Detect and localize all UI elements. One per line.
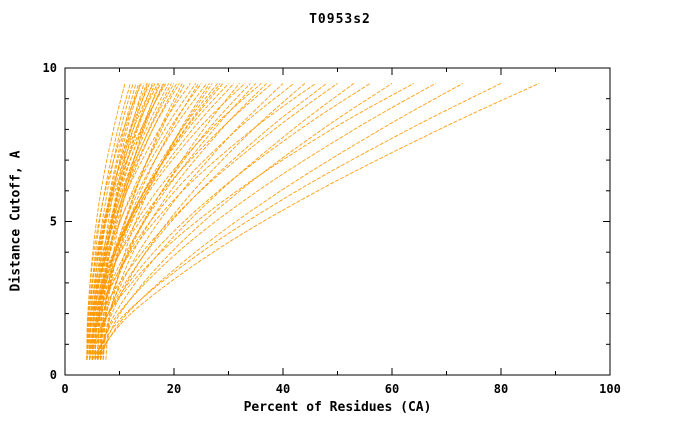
plot-border [64,67,611,376]
x-tick-label: 60 [385,382,399,396]
model-curve [91,83,134,360]
y-tick-label: 10 [43,61,57,75]
model-curve [94,83,229,360]
model-curve [99,83,199,360]
y-tick-label: 0 [50,368,57,382]
model-curve [99,83,186,360]
model-curve [99,83,149,360]
model-curve [105,83,210,360]
model-curve [99,83,218,360]
model-curve [97,83,208,360]
model-curve [89,83,167,360]
model-curve [86,83,159,360]
model-curve [91,83,180,360]
x-axis-label: Percent of Residues (CA) [243,400,432,415]
model-curve [94,83,436,360]
model-curve [86,83,338,360]
model-curve [97,83,464,360]
y-tick-label: 5 [50,215,57,229]
x-tick-label: 100 [599,382,621,396]
model-curve [91,83,165,360]
model-curve [86,83,202,360]
model-curve [97,83,141,360]
model-curve [100,83,393,360]
model-curve [102,83,183,360]
model-curve [99,83,251,360]
model-curve [86,83,175,360]
model-curve [94,83,262,360]
model-curve [102,83,267,360]
chart-title: T0953s2 [309,12,371,27]
model-curve [97,83,172,360]
y-axis-label: Distance Cutoff, A [8,150,24,292]
model-curve [91,82,502,360]
x-tick-label: 40 [276,382,290,396]
model-curve [89,83,191,360]
model-curve [89,83,415,360]
model-curve [91,83,295,360]
model-curve [94,83,153,360]
model-curve [94,83,170,360]
model-curve [91,83,221,360]
model-curve [94,82,540,360]
model-curve [97,83,355,360]
x-tick-label: 20 [167,382,181,396]
model-curve [91,83,246,360]
model-curve [89,83,316,360]
x-tick-label: 0 [61,382,68,396]
x-tick-label: 80 [494,382,508,396]
model-curve [94,83,327,360]
model-curve [86,83,142,360]
model-curve [86,83,154,360]
